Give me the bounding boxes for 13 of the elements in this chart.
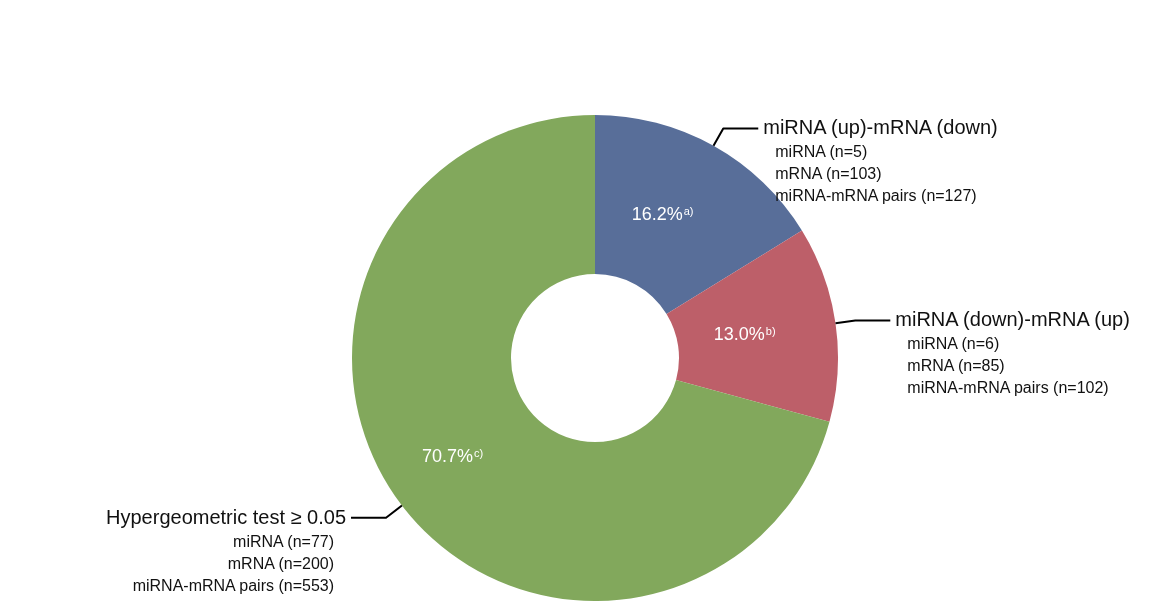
text: miRNA (n=77) <box>233 532 335 550</box>
text: miRNA-mRNA pairs (n=127) <box>775 187 977 205</box>
text: miRNA (n=5) <box>775 143 868 161</box>
text: miRNA-mRNA pairs (n=553) <box>132 576 335 594</box>
text: miRNA-mRNA pairs (n=102) <box>907 379 1109 397</box>
slice-label: miRNA (up)-mRNA (down) <box>763 116 998 139</box>
text: mRNA (n=85) <box>907 357 1005 375</box>
slice-label: Hypergeometric test ≥ 0.05 <box>106 505 347 528</box>
text: mRNA (n=200) <box>227 554 335 572</box>
slice-label: miRNA (down)-mRNA (up) <box>895 308 1130 331</box>
text: mRNA (n=103) <box>775 165 882 183</box>
donut-slice <box>666 230 838 422</box>
text: miRNA (n=6) <box>907 335 1000 353</box>
